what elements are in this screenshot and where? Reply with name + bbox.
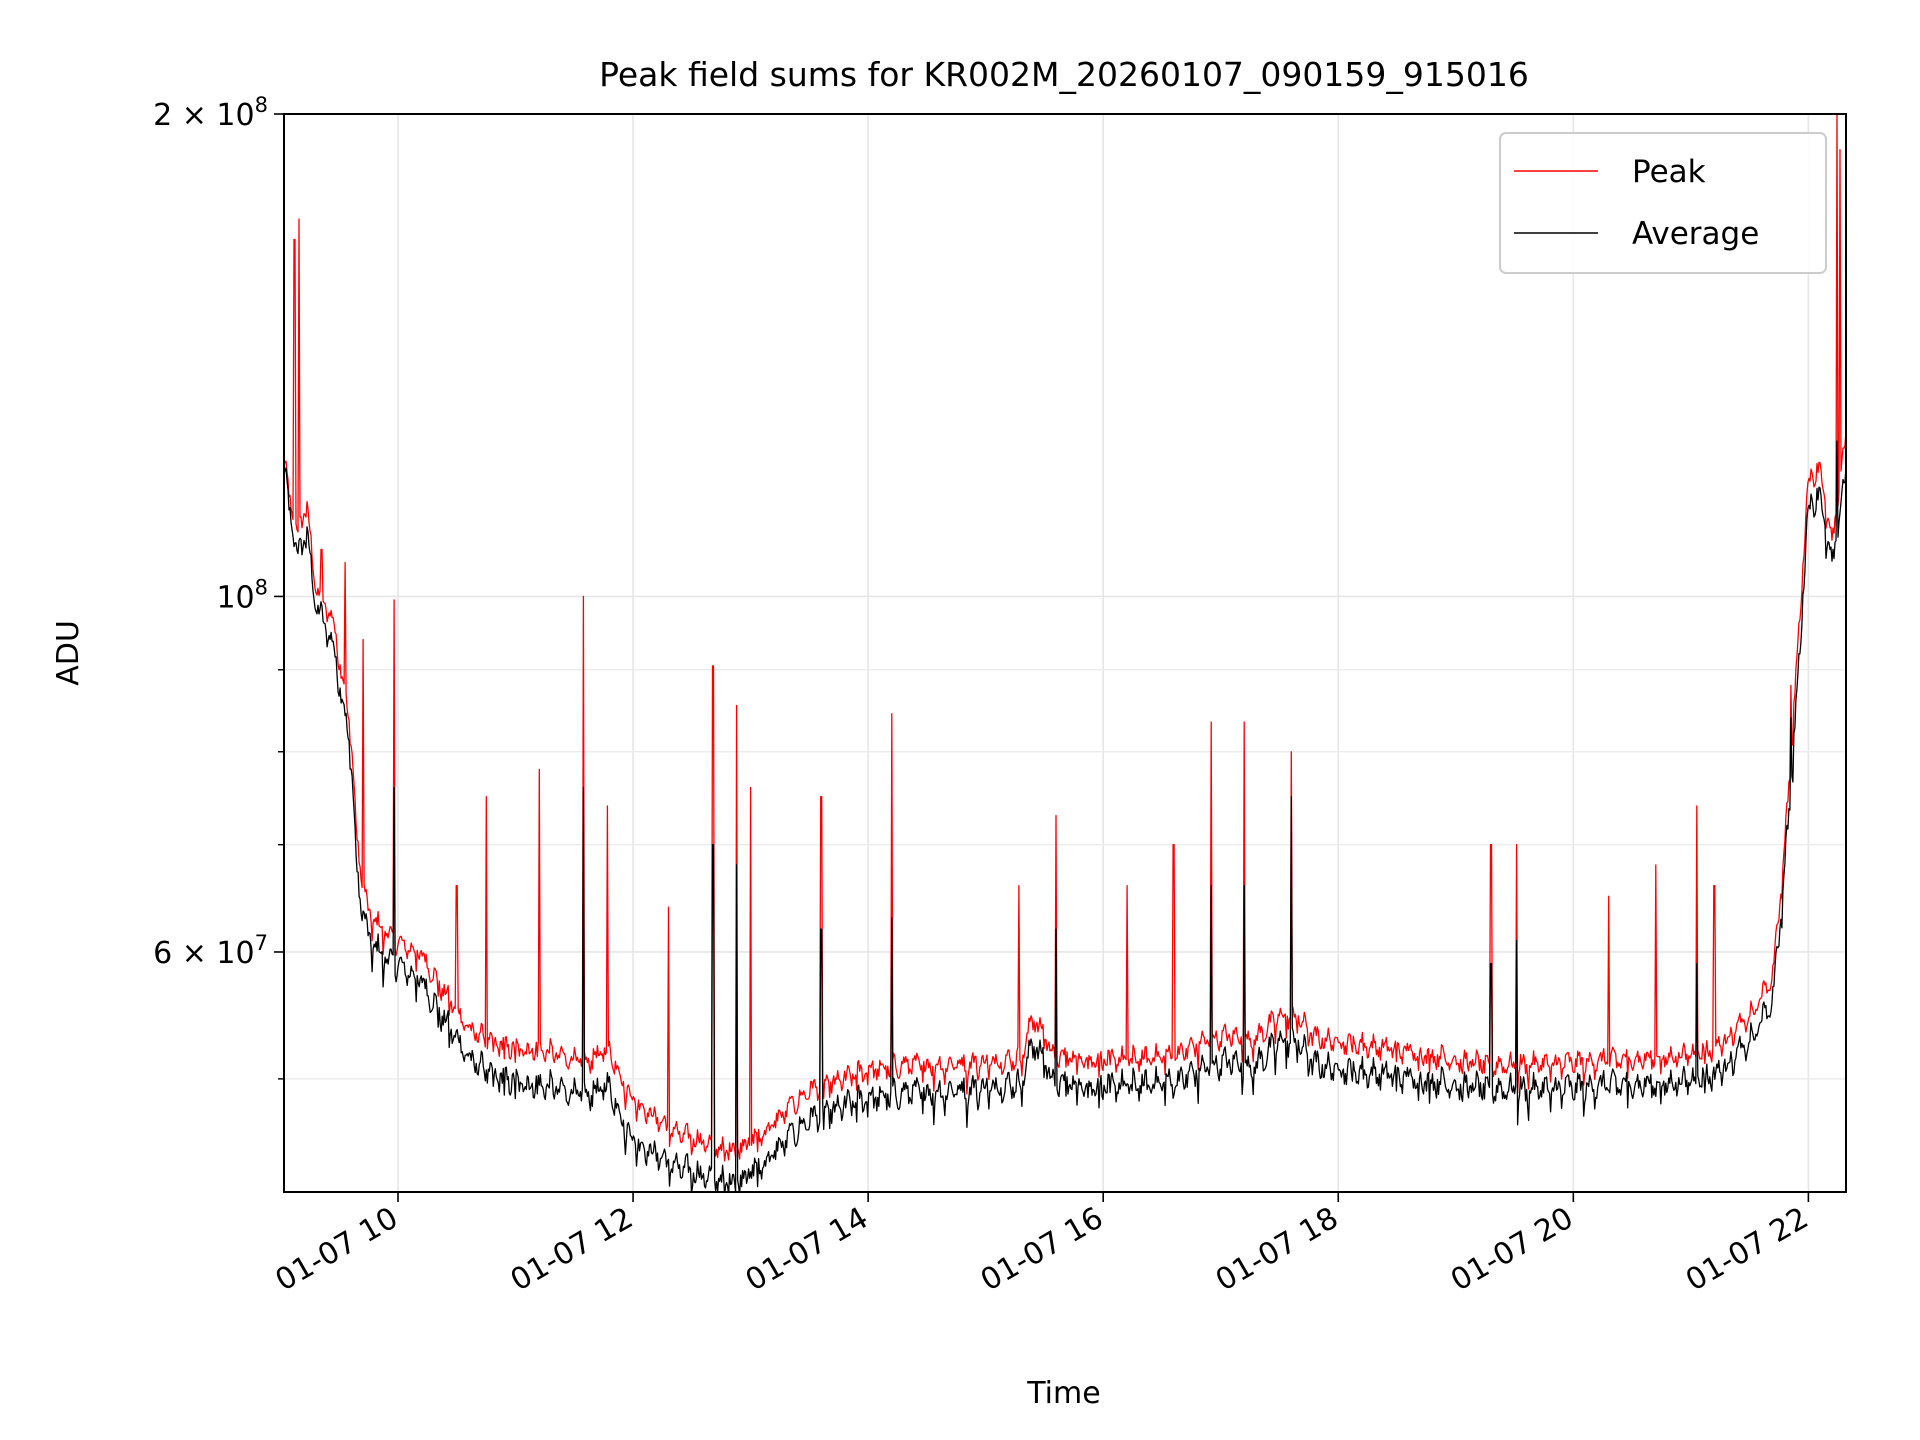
legend-average-label: Average bbox=[1632, 216, 1759, 252]
legend-box bbox=[1499, 132, 1827, 274]
peak-series-line bbox=[284, 114, 1846, 1162]
legend: Peak Average bbox=[1499, 132, 1827, 274]
y-tick-label: 6 × 107 bbox=[153, 931, 268, 971]
series-layer bbox=[284, 114, 1846, 1192]
chart-title: Peak field sums for KR002M_20260107_0901… bbox=[599, 55, 1529, 94]
y-tick-label: 2 × 108 bbox=[153, 93, 268, 133]
plot-frame bbox=[283, 113, 1847, 1193]
y-tick-label: 108 bbox=[216, 575, 268, 615]
legend-peak-label: Peak bbox=[1632, 154, 1706, 190]
y-axis-label: ADU bbox=[51, 620, 86, 686]
x-axis-label: Time bbox=[1026, 1376, 1100, 1411]
average-series-line bbox=[284, 440, 1846, 1192]
